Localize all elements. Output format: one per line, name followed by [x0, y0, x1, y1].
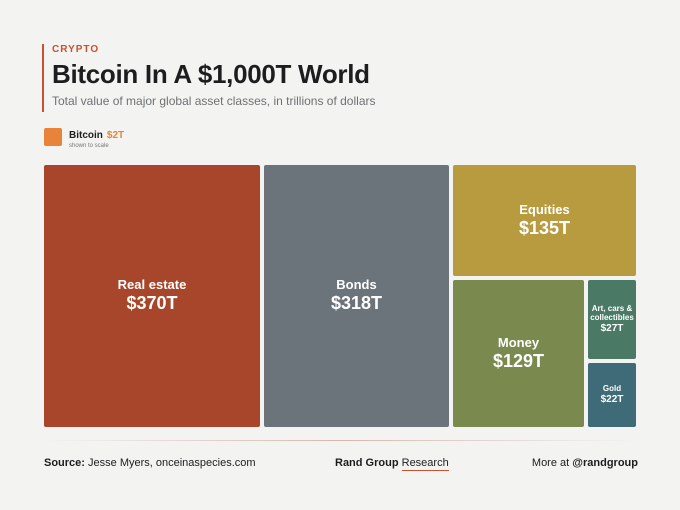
tile-bonds: Bonds $318T: [264, 165, 449, 427]
tile-value: $318T: [330, 293, 383, 314]
tile-label: Equities: [519, 201, 570, 217]
tile-equities: Equities $135T: [453, 165, 636, 276]
legend-value: $2T: [106, 130, 125, 141]
legend-note: shown to scale: [69, 143, 109, 149]
brand-name: Rand Group: [335, 457, 399, 469]
tile-real-estate: Real estate $370T: [44, 165, 260, 427]
tile-value: $27T: [600, 323, 624, 335]
tile-art-cars-collectibles: Art, cars & collectibles $27T: [588, 280, 636, 359]
tile-label: Art, cars & collectibles: [590, 304, 634, 323]
tile-value: $129T: [492, 350, 545, 371]
legend-swatch-bitcoin: [44, 128, 62, 146]
subtitle: Total value of major global asset classe…: [52, 94, 376, 108]
kicker: CRYPTO: [52, 44, 100, 55]
source-text: Jesse Myers, onceinaspecies.com: [88, 457, 256, 469]
footer-source: Source: Jesse Myers, onceinaspecies.com: [44, 457, 256, 469]
handle: @randgroup: [572, 457, 638, 469]
source-label: Source:: [44, 457, 85, 469]
page-title: Bitcoin In A $1,000T World: [52, 59, 370, 89]
divider: [44, 440, 636, 441]
footer-brand[interactable]: Rand Group Research: [335, 457, 449, 471]
footer-more[interactable]: More at @randgroup: [532, 457, 638, 469]
more-text: More at: [531, 457, 570, 469]
tile-value: $135T: [518, 217, 571, 238]
tile-label: Money: [497, 334, 540, 350]
tile-value: $370T: [126, 293, 178, 314]
tile-money: Money $129T: [453, 280, 584, 427]
brand-suffix: Research: [401, 457, 449, 471]
chart-header: CRYPTO Bitcoin In A $1,000T World Total …: [42, 44, 375, 112]
legend-name: Bitcoin: [69, 130, 103, 141]
tile-label: Real estate: [117, 277, 187, 293]
tile-gold: Gold $22T: [588, 363, 636, 427]
tile-value: $22T: [600, 394, 624, 406]
tile-label: Bonds: [336, 277, 377, 293]
tile-label: Gold: [602, 384, 622, 394]
legend-label: Bitcoin $2T: [69, 130, 124, 141]
